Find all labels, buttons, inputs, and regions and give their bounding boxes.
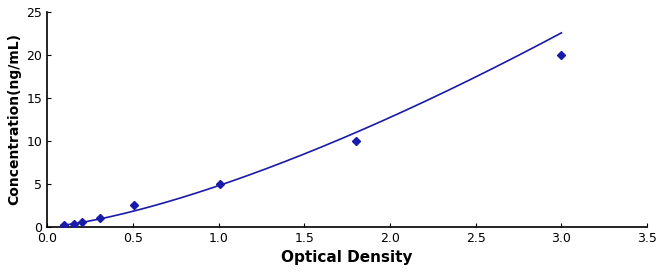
- X-axis label: Optical Density: Optical Density: [282, 250, 413, 265]
- Y-axis label: Concentration(ng/mL): Concentration(ng/mL): [7, 33, 21, 205]
